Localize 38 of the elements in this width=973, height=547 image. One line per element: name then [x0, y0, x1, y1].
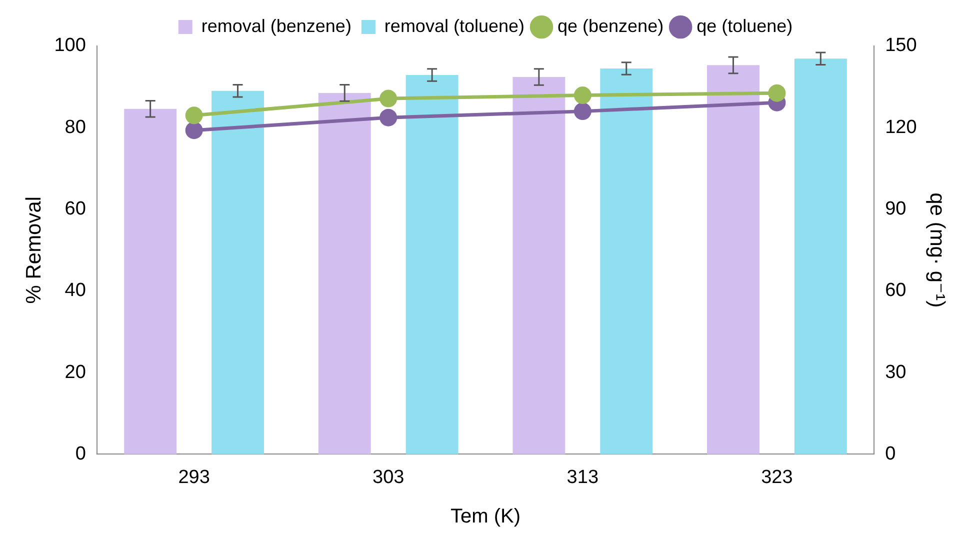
x-tick-label: 323	[761, 466, 793, 488]
legend-label: removal (toluene)	[384, 16, 524, 36]
bar	[406, 74, 458, 454]
y2-tick-label: 150	[885, 35, 917, 56]
bar	[318, 92, 371, 454]
bar	[212, 90, 264, 454]
point	[380, 90, 398, 108]
x-axis-title: Tem (K)	[450, 506, 520, 528]
y2-tick-label: 30	[885, 362, 906, 383]
legend-label: qe (benzene)	[558, 16, 664, 36]
x-tick-label: 293	[178, 466, 210, 488]
x-tick-label: 313	[566, 466, 598, 488]
bar	[707, 65, 760, 454]
y-tick-label: 80	[64, 116, 86, 138]
y2-tick-label: 60	[885, 280, 906, 302]
point	[185, 106, 203, 124]
point	[185, 122, 203, 140]
y-axis-title: % Removal	[22, 196, 46, 304]
bar	[512, 77, 566, 454]
y2-tick-label: 120	[885, 116, 917, 138]
y2-axis-title: qe (mg· g⁻¹)	[926, 192, 949, 308]
y-tick-label: 40	[64, 280, 86, 302]
legend-label: qe (toluene)	[696, 16, 793, 36]
point	[574, 86, 592, 104]
bar	[794, 58, 847, 454]
y-tick-label: 20	[64, 362, 86, 383]
y2-tick-label: 90	[885, 198, 906, 220]
bar	[124, 108, 177, 454]
bar	[600, 68, 653, 454]
point	[380, 108, 398, 126]
y-tick-label: 0	[75, 443, 86, 464]
y-tick-label: 100	[54, 35, 86, 56]
point	[574, 102, 592, 120]
y2-tick-label: 0	[885, 443, 896, 464]
y-tick-label: 60	[64, 198, 86, 220]
legend-label: removal (benzene)	[201, 16, 352, 36]
point	[768, 84, 786, 102]
x-tick-label: 303	[372, 466, 404, 488]
